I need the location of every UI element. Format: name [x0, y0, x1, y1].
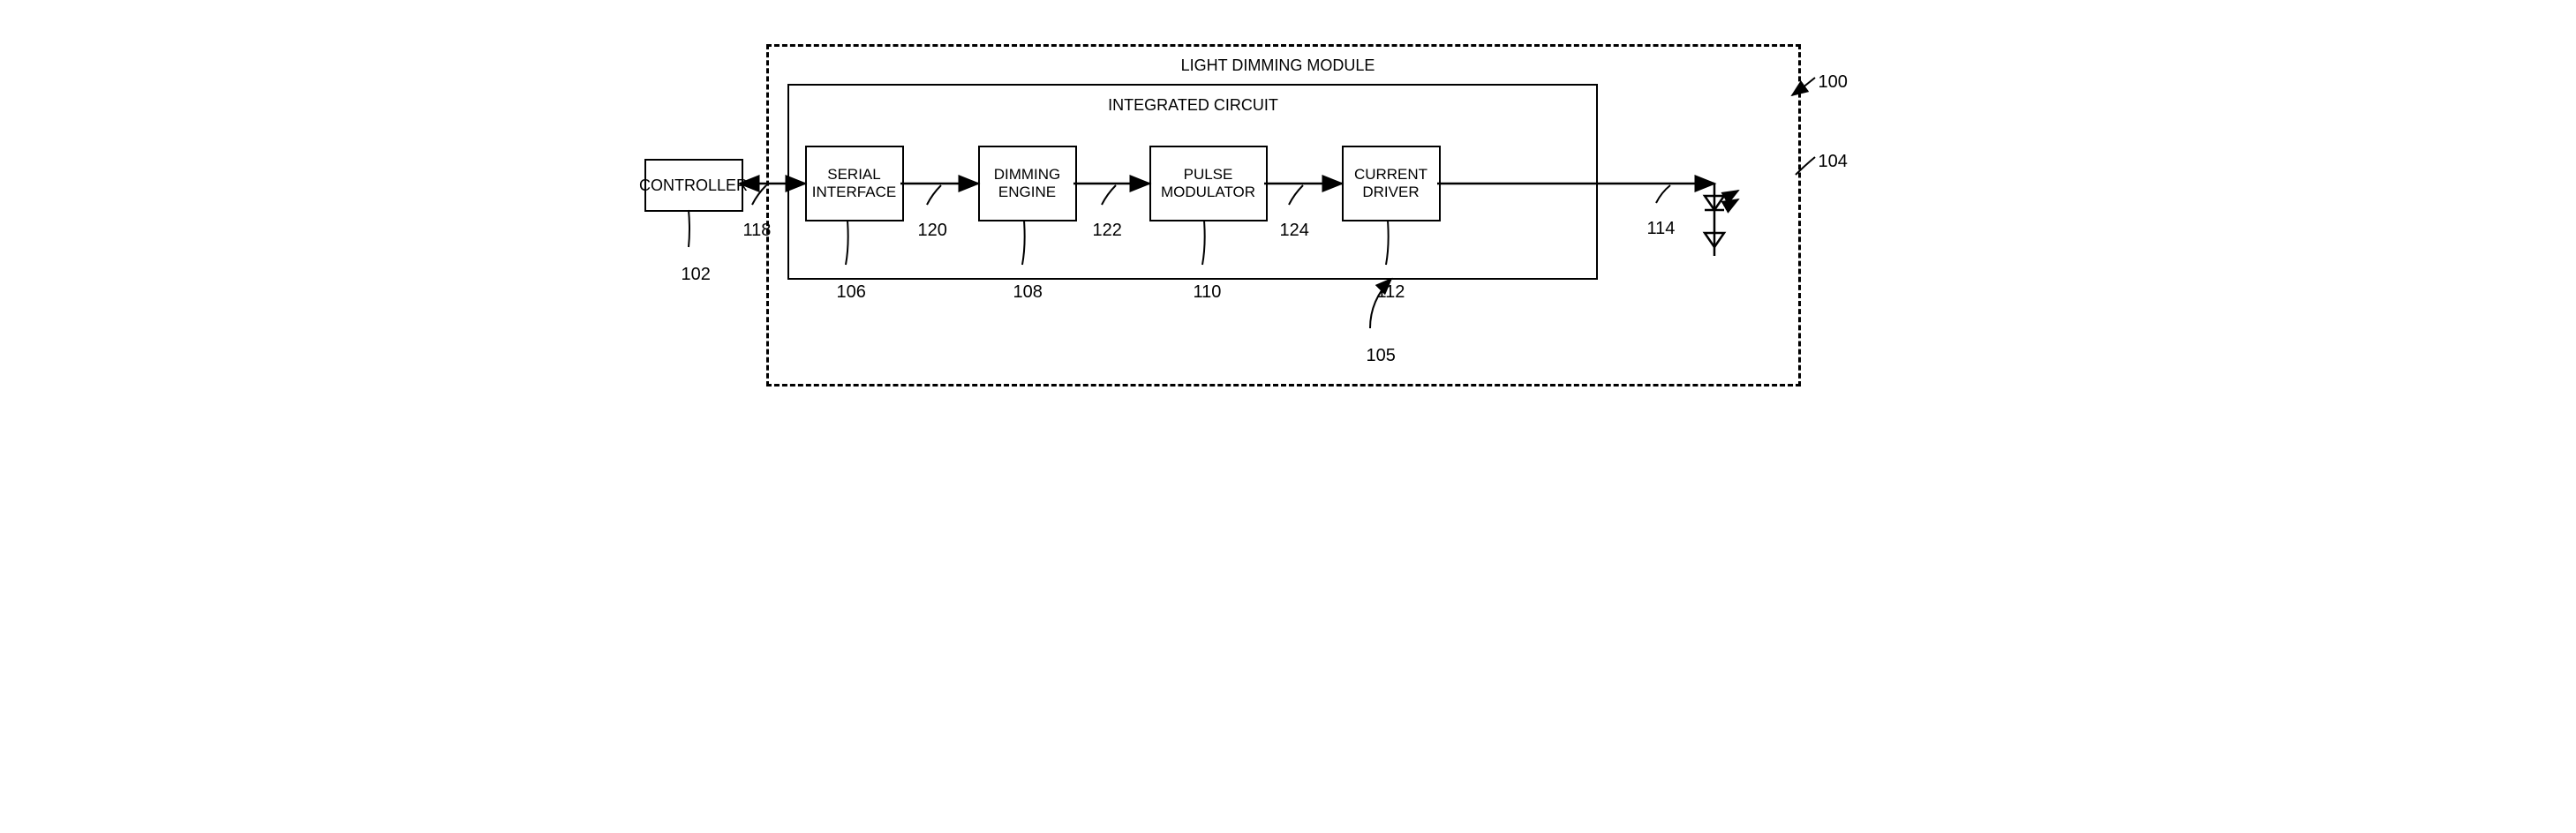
ref-124: 124: [1280, 221, 1309, 241]
ref-104: 104: [1819, 152, 1848, 172]
ref-122: 122: [1093, 221, 1122, 241]
integrated-circuit-title: INTEGRATED CIRCUIT: [1035, 96, 1352, 115]
ref-120: 120: [918, 221, 947, 241]
ref-108: 108: [1013, 282, 1043, 303]
ref-106: 106: [837, 282, 866, 303]
dimming-block: DIMMING ENGINE: [978, 146, 1077, 221]
ref-102: 102: [682, 265, 711, 285]
serial-block: SERIAL INTERFACE: [805, 146, 904, 221]
pulse-block: PULSE MODULATOR: [1149, 146, 1268, 221]
ref-100: 100: [1819, 72, 1848, 93]
ref-110: 110: [1194, 282, 1222, 303]
ref-114: 114: [1647, 219, 1676, 239]
controller-block: CONTROLLER: [644, 159, 743, 212]
ref-118: 118: [743, 221, 772, 241]
diagram-canvas: LIGHT DIMMING MODULE INTEGRATED CIRCUIT …: [644, 18, 1932, 434]
controller-label: CONTROLLER: [639, 176, 748, 195]
ref-112: 112: [1377, 282, 1405, 303]
ref-105: 105: [1367, 346, 1396, 366]
light-dimming-module-title: LIGHT DIMMING MODULE: [1102, 56, 1455, 75]
driver-block: CURRENT DRIVER: [1342, 146, 1441, 221]
